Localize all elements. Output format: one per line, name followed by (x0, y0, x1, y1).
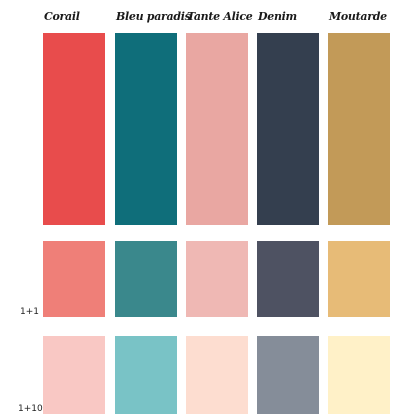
swatch-corail-lighter (43, 336, 105, 414)
swatch-corail-light (43, 241, 105, 317)
column-title-denim: Denim (258, 10, 297, 23)
swatch-tante-alice-lighter (186, 336, 248, 414)
column-title-moutarde: Moutarde (329, 10, 387, 23)
swatch-corail-main (43, 33, 105, 225)
swatch-denim-light (257, 241, 319, 317)
column-title-tante-alice: Tante Alice (187, 10, 253, 23)
swatch-bleu-paradis-light (115, 241, 177, 317)
swatch-moutarde-lighter (328, 336, 390, 414)
swatch-moutarde-light (328, 241, 390, 317)
row-label-1-plus-1: 1+1 (20, 307, 39, 317)
swatch-bleu-paradis-main (115, 33, 177, 225)
column-title-bleu-paradis: Bleu paradis (116, 10, 191, 23)
row-label-1-plus-10: 1+10 (18, 404, 43, 414)
swatch-tante-alice-light (186, 241, 248, 317)
swatch-denim-main (257, 33, 319, 225)
swatch-moutarde-main (328, 33, 390, 225)
column-title-corail: Corail (44, 10, 80, 23)
swatch-denim-lighter (257, 336, 319, 414)
swatch-tante-alice-main (186, 33, 248, 225)
swatch-bleu-paradis-lighter (115, 336, 177, 414)
